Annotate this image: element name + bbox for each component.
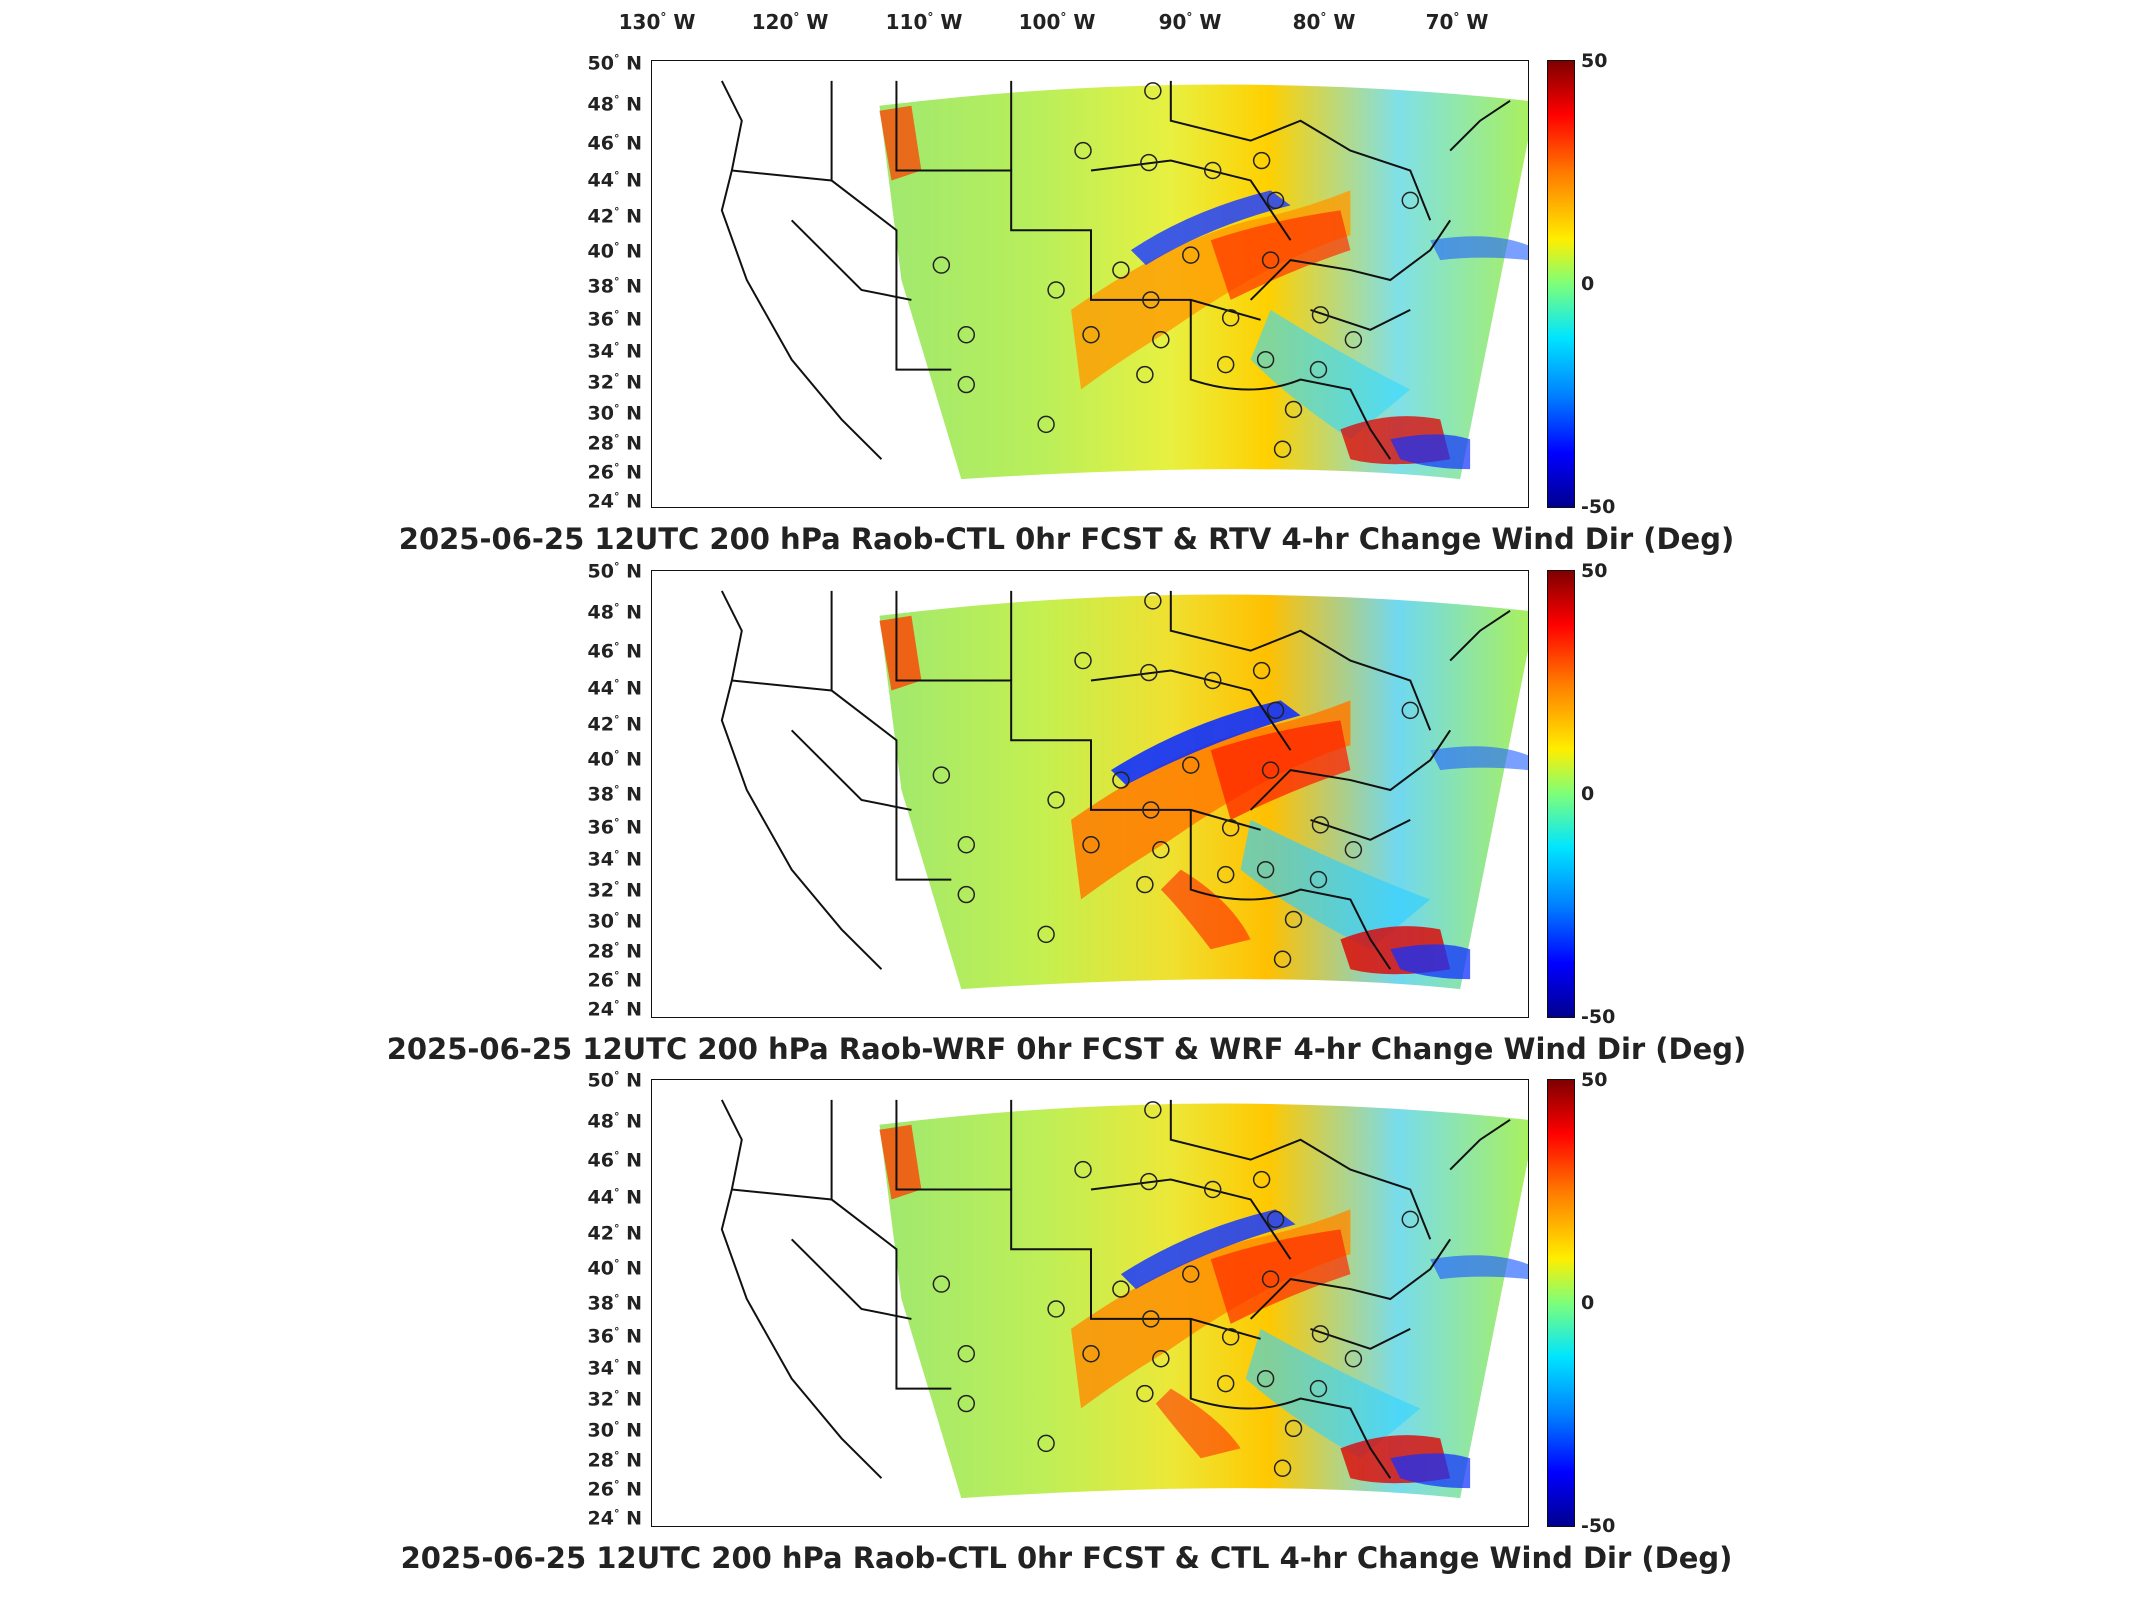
colorbar — [1547, 570, 1575, 1018]
lat-label-30n: 30° N — [587, 1419, 642, 1442]
longitude-axis: 130° W 120° W 110° W 100° W 90° W 80° W … — [0, 6, 2133, 46]
lat-label-40n: 40° N — [587, 748, 642, 771]
lat-label-34n: 34° N — [587, 1357, 642, 1380]
lon-label-110w: 110° W — [885, 10, 963, 34]
lat-label-30n: 30° N — [587, 910, 642, 933]
lat-label-44n: 44° N — [587, 677, 642, 700]
lat-label-42n: 42° N — [587, 205, 642, 228]
panel-title: 2025-06-25 12UTC 200 hPa Raob-WRF 0hr FC… — [386, 1032, 1747, 1066]
map-plot-area — [651, 1079, 1529, 1527]
lat-label-48n: 48° N — [587, 93, 642, 116]
lat-label-38n: 38° N — [587, 275, 642, 298]
lat-label-46n: 46° N — [587, 640, 642, 663]
lat-label-38n: 38° N — [587, 1292, 642, 1315]
lat-label-36n: 36° N — [587, 1325, 642, 1348]
lon-label-80w: 80° W — [1292, 10, 1356, 34]
lat-label-24n: 24° N — [587, 1507, 642, 1530]
lon-label-90w: 90° W — [1158, 10, 1222, 34]
lat-label-36n: 36° N — [587, 816, 642, 839]
lat-label-28n: 28° N — [587, 432, 642, 455]
lat-label-48n: 48° N — [587, 1110, 642, 1133]
lat-label-42n: 42° N — [587, 1222, 642, 1245]
colorbar-min-label: -50 — [1581, 1006, 1616, 1028]
lat-label-24n: 24° N — [587, 998, 642, 1021]
panel-title: 2025-06-25 12UTC 200 hPa Raob-CTL 0hr FC… — [400, 1541, 1733, 1575]
lat-label-44n: 44° N — [587, 1186, 642, 1209]
colorbar-mid-label: 0 — [1581, 783, 1595, 805]
lat-label-26n: 26° N — [587, 461, 642, 484]
lat-label-46n: 46° N — [587, 132, 642, 155]
lat-label-24n: 24° N — [587, 490, 642, 513]
lat-label-32n: 32° N — [587, 879, 642, 902]
lon-label-120w: 120° W — [751, 10, 829, 34]
lat-label-26n: 26° N — [587, 1478, 642, 1501]
colorbar — [1547, 60, 1575, 508]
colorbar-max-label: 50 — [1581, 1069, 1608, 1091]
lat-label-40n: 40° N — [587, 240, 642, 263]
colorbar-min-label: -50 — [1581, 1515, 1616, 1537]
colorbar-max-label: 50 — [1581, 560, 1608, 582]
lat-label-44n: 44° N — [587, 169, 642, 192]
lat-label-28n: 28° N — [587, 1449, 642, 1472]
colorbar-mid-label: 0 — [1581, 1292, 1595, 1314]
map-plot-area — [651, 60, 1529, 508]
colorbar-min-label: -50 — [1581, 496, 1616, 518]
lat-label-26n: 26° N — [587, 969, 642, 992]
lat-label-32n: 32° N — [587, 1388, 642, 1411]
lon-label-130w: 130° W — [618, 10, 696, 34]
lat-label-34n: 34° N — [587, 340, 642, 363]
colorbar — [1547, 1079, 1575, 1527]
lat-label-32n: 32° N — [587, 371, 642, 394]
lon-label-70w: 70° W — [1425, 10, 1489, 34]
lat-label-42n: 42° N — [587, 713, 642, 736]
colorbar-mid-label: 0 — [1581, 273, 1595, 295]
lat-label-28n: 28° N — [587, 940, 642, 963]
lat-label-36n: 36° N — [587, 308, 642, 331]
lat-label-30n: 30° N — [587, 402, 642, 425]
map-plot-area — [651, 570, 1529, 1018]
lat-label-50n: 50° N — [587, 1069, 642, 1092]
lon-label-100w: 100° W — [1018, 10, 1096, 34]
colorbar-max-label: 50 — [1581, 50, 1608, 72]
lat-label-38n: 38° N — [587, 783, 642, 806]
lat-label-50n: 50° N — [587, 52, 642, 75]
lat-label-34n: 34° N — [587, 848, 642, 871]
panel-title: 2025-06-25 12UTC 200 hPa Raob-CTL 0hr FC… — [398, 522, 1735, 556]
lat-label-40n: 40° N — [587, 1257, 642, 1280]
lat-label-50n: 50° N — [587, 560, 642, 583]
lat-label-46n: 46° N — [587, 1149, 642, 1172]
lat-label-48n: 48° N — [587, 601, 642, 624]
